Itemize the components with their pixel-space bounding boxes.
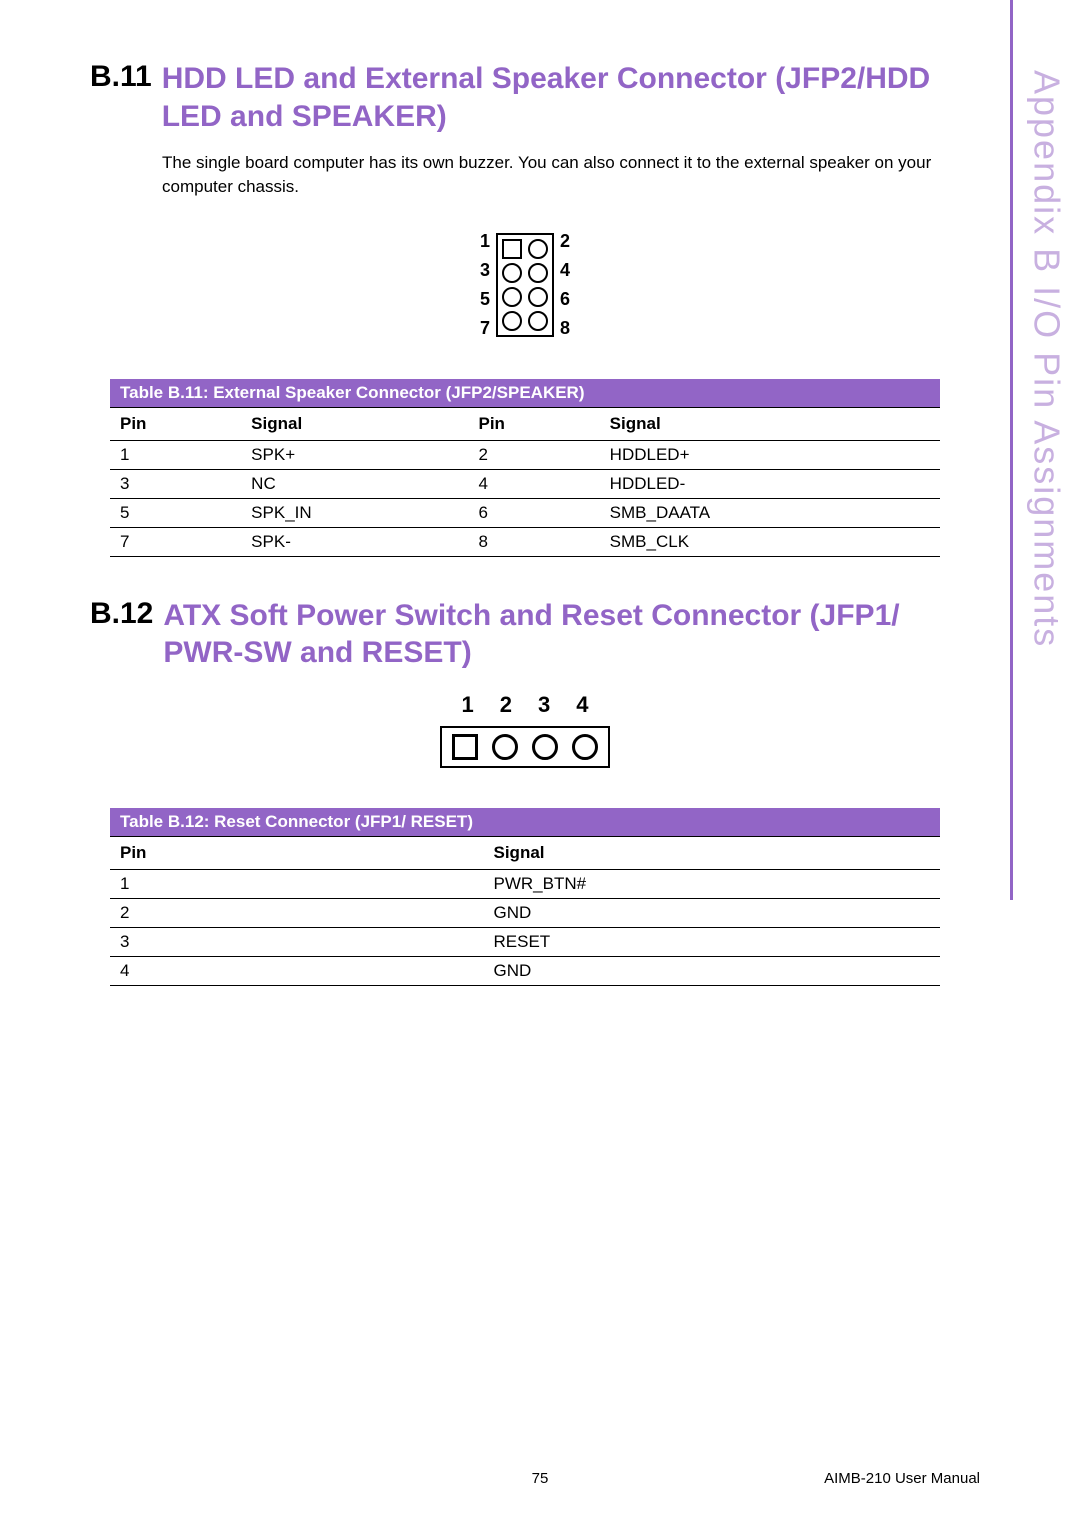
- cell: 4: [469, 469, 600, 498]
- appendix-label: Appendix B I/O Pin Assignments: [1026, 70, 1068, 648]
- pin-label: 4: [576, 692, 588, 718]
- cell: SMB_DAATA: [600, 498, 940, 527]
- pin-label: 5: [478, 289, 490, 310]
- pin-circle-icon: [532, 734, 558, 760]
- section-heading: ATX Soft Power Switch and Reset Connecto…: [163, 597, 960, 672]
- page-number: 75: [532, 1470, 549, 1487]
- cell: 1: [110, 440, 241, 469]
- pin-label: 2: [560, 231, 572, 252]
- cell: GND: [484, 898, 941, 927]
- horizontal-header: 1 2 3 4: [440, 692, 610, 768]
- col-header: Signal: [600, 407, 940, 440]
- cell: HDDLED-: [600, 469, 940, 498]
- horizontal-pin-numbers: 1 2 3 4: [462, 692, 589, 718]
- table-row: 5 SPK_IN 6 SMB_DAATA: [110, 498, 940, 527]
- pin-circle-icon: [502, 311, 522, 331]
- table-b11: Table B.11: External Speaker Connector (…: [110, 379, 940, 557]
- section-number: B.11: [90, 60, 152, 135]
- table-caption-row: Table B.12: Reset Connector (JFP1/ RESET…: [110, 808, 940, 837]
- cell: 3: [110, 469, 241, 498]
- cell: 1: [110, 869, 484, 898]
- section-b12-title: B.12 ATX Soft Power Switch and Reset Con…: [90, 597, 960, 672]
- table-row: 3 NC 4 HDDLED-: [110, 469, 940, 498]
- pin-circle-icon: [528, 263, 548, 283]
- table-header-row: Pin Signal: [110, 836, 940, 869]
- pin-label: 3: [538, 692, 550, 718]
- pin-circle-icon: [502, 287, 522, 307]
- table-caption: Table B.11: External Speaker Connector (…: [110, 379, 940, 408]
- pin-circle-icon: [502, 263, 522, 283]
- pin-circle-icon: [492, 734, 518, 760]
- cell: 3: [110, 927, 484, 956]
- col-header: Pin: [469, 407, 600, 440]
- cell: RESET: [484, 927, 941, 956]
- pin-circle-icon: [528, 287, 548, 307]
- table-row: 3 RESET: [110, 927, 940, 956]
- cell: SPK_IN: [241, 498, 468, 527]
- pin-circle-icon: [528, 239, 548, 259]
- section-heading: HDD LED and External Speaker Connector (…: [162, 60, 960, 135]
- cell: PWR_BTN#: [484, 869, 941, 898]
- table-caption-row: Table B.11: External Speaker Connector (…: [110, 379, 940, 408]
- pin-row: [502, 239, 548, 259]
- cell: 7: [110, 527, 241, 556]
- section-b11-body: The single board computer has its own bu…: [162, 151, 960, 199]
- section-number: B.12: [90, 597, 153, 672]
- cell: 6: [469, 498, 600, 527]
- table-row: 1 PWR_BTN#: [110, 869, 940, 898]
- cell: NC: [241, 469, 468, 498]
- cell: 2: [469, 440, 600, 469]
- table-row: 7 SPK- 8 SMB_CLK: [110, 527, 940, 556]
- pin-diagram-jfp2: 1 3 5 7: [90, 231, 960, 339]
- pin-label: 7: [478, 318, 490, 339]
- cell: 4: [110, 956, 484, 985]
- cell: 5: [110, 498, 241, 527]
- table-row: 2 GND: [110, 898, 940, 927]
- content-area: B.11 HDD LED and External Speaker Connec…: [90, 60, 960, 986]
- table-row: 1 SPK+ 2 HDDLED+: [110, 440, 940, 469]
- col-header: Pin: [110, 836, 484, 869]
- page-footer: 75 AIMB-210 User Manual: [0, 1470, 1080, 1487]
- cell: SPK-: [241, 527, 468, 556]
- cell: SPK+: [241, 440, 468, 469]
- pin-circle-icon: [528, 311, 548, 331]
- left-pin-numbers: 1 3 5 7: [478, 231, 496, 339]
- right-pin-numbers: 2 4 6 8: [554, 231, 572, 339]
- table-caption: Table B.12: Reset Connector (JFP1/ RESET…: [110, 808, 940, 837]
- pin-row: [502, 287, 548, 307]
- cell: 8: [469, 527, 600, 556]
- col-header: Signal: [241, 407, 468, 440]
- right-sidebar: Appendix B I/O Pin Assignments: [1010, 0, 1080, 900]
- section-b11-title: B.11 HDD LED and External Speaker Connec…: [90, 60, 960, 135]
- horizontal-connector: [440, 726, 610, 768]
- pin-label: 4: [560, 260, 572, 281]
- col-header: Pin: [110, 407, 241, 440]
- pin-label: 3: [478, 260, 490, 281]
- pin-label: 6: [560, 289, 572, 310]
- pin-label: 8: [560, 318, 572, 339]
- pin-label: 1: [478, 231, 490, 252]
- header-connector: [496, 233, 554, 337]
- table-b12: Table B.12: Reset Connector (JFP1/ RESET…: [110, 808, 940, 986]
- table-header-row: Pin Signal Pin Signal: [110, 407, 940, 440]
- col-header: Signal: [484, 836, 941, 869]
- pin-diagram-jfp1: 1 2 3 4: [90, 692, 960, 768]
- cell: HDDLED+: [600, 440, 940, 469]
- cell: GND: [484, 956, 941, 985]
- pin-circle-icon: [572, 734, 598, 760]
- cell: SMB_CLK: [600, 527, 940, 556]
- pin1-square-icon: [502, 239, 522, 259]
- manual-name: AIMB-210 User Manual: [824, 1470, 980, 1487]
- pin-label: 2: [500, 692, 512, 718]
- pin-row: [502, 311, 548, 331]
- cell: 2: [110, 898, 484, 927]
- pin-label: 1: [462, 692, 474, 718]
- pin-row: [502, 263, 548, 283]
- table-row: 4 GND: [110, 956, 940, 985]
- pin1-square-icon: [452, 734, 478, 760]
- diagram-wrap: 1 3 5 7: [478, 231, 572, 339]
